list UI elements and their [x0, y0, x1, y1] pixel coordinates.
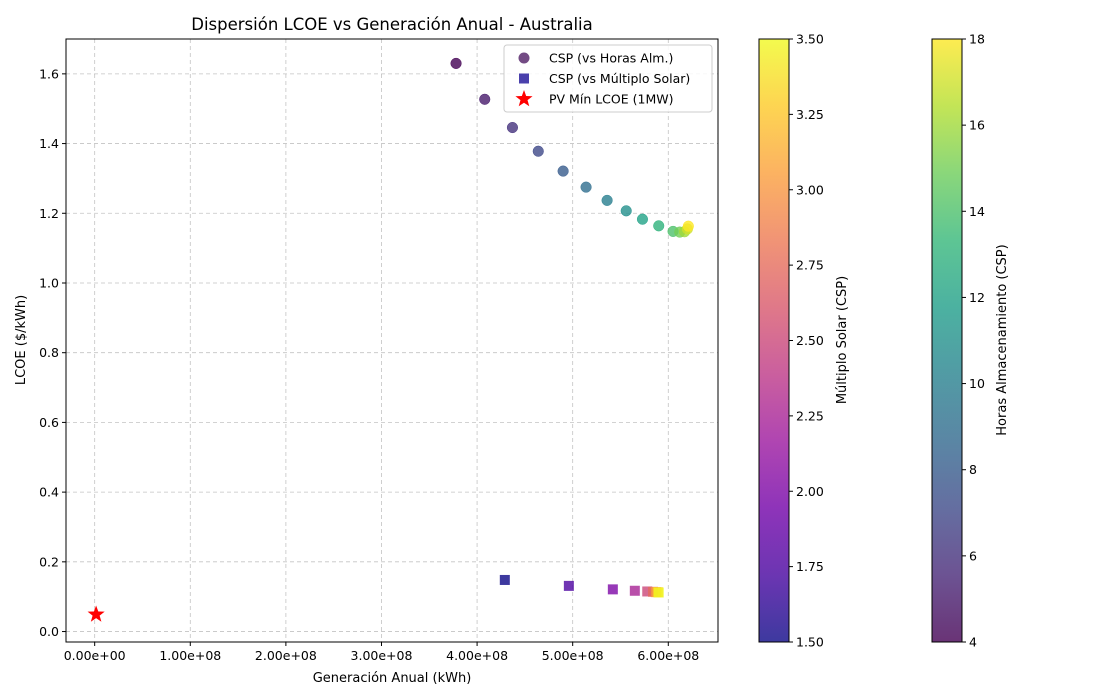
point-csp-hours-0 — [450, 57, 462, 69]
y-tick-label: 1.4 — [39, 136, 59, 151]
point-csp-hours-2 — [506, 121, 519, 134]
x-tick-label: 5.00e+08 — [542, 648, 604, 663]
colorbar-tick-label: 8 — [969, 462, 977, 477]
grid — [66, 39, 718, 642]
point-csp-hours-3 — [532, 145, 544, 157]
legend-box — [503, 44, 713, 113]
y-axis-label: LCOE ($/kWh) — [14, 295, 29, 385]
point-pv-min-lcoe-0 — [87, 605, 105, 622]
colorbar-label: Múltiplo Solar (CSP) — [835, 276, 850, 404]
legend-marker-star — [515, 90, 533, 107]
x-tick-label: 4.00e+08 — [446, 648, 508, 663]
colorbar-tick-label: 10 — [969, 376, 985, 391]
point-csp-hours-8 — [636, 213, 649, 225]
point-csp-hours-4 — [557, 165, 569, 177]
y-tick-label: 0.2 — [39, 554, 59, 569]
point-csp-hours-5 — [580, 181, 592, 193]
y-tick-label: 0.4 — [39, 485, 59, 500]
point-csp-hours-9 — [653, 220, 665, 232]
colorbar-tick-label: 2.25 — [796, 408, 824, 423]
colorbar-frame — [931, 38, 963, 643]
x-axis-label: Generación Anual (kWh) — [313, 671, 472, 686]
y-axis: 0.0 0.2 0.4 0.6 0.8 1.0 1.2 1.4 1.6 — [39, 66, 66, 639]
point-csp-multiple-3 — [629, 585, 640, 596]
colorbar-tick-label: 14 — [969, 204, 985, 219]
legend-label: CSP (vs Múltiplo Solar) — [549, 71, 690, 86]
data-marks — [87, 57, 694, 622]
y-tick-label: 0.8 — [39, 345, 59, 360]
y-tick-label: 1.2 — [39, 206, 59, 221]
legend-label: CSP (vs Horas Alm.) — [549, 51, 673, 66]
x-tick-label: 0.00e+00 — [64, 648, 126, 663]
colorbar-tick-label: 3.00 — [796, 182, 824, 197]
y-tick-label: 0.0 — [39, 624, 59, 639]
legend-marker-circle — [518, 52, 530, 64]
colorbar-tick-label: 4 — [969, 635, 977, 650]
colorbar-gradient — [932, 39, 962, 642]
y-tick-label: 1.0 — [39, 275, 59, 290]
plot-frame — [65, 38, 719, 643]
colorbar-tick-label: 2.75 — [796, 258, 824, 273]
point-csp-multiple-8 — [653, 587, 664, 598]
colorbar-storage-hours: 4 6 8 10 12 14 16 18 Horas Almacenamiento (CSP) — [931, 32, 1010, 650]
point-csp-hours-1 — [479, 93, 491, 105]
point-csp-multiple-0 — [499, 574, 510, 585]
point-csp-multiple-4 — [642, 586, 653, 597]
colorbar-tick-label: 18 — [969, 32, 985, 47]
colorbar-tick-label: 1.50 — [796, 635, 824, 650]
point-csp-multiple-1 — [563, 580, 574, 591]
colorbar-tick-label: 12 — [969, 290, 985, 305]
colorbar-tick-label: 1.75 — [796, 559, 824, 574]
legend-marker-square — [519, 73, 529, 84]
point-csp-multiple-2 — [607, 584, 618, 595]
point-csp-hours-6 — [601, 194, 613, 206]
colorbar-tick-label: 2.00 — [796, 484, 824, 499]
y-tick-label: 0.6 — [39, 415, 59, 430]
colorbar-label: Horas Almacenamiento (CSP) — [995, 244, 1010, 435]
chart-title: Dispersión LCOE vs Generación Anual - Au… — [191, 15, 592, 34]
y-tick-label: 1.6 — [39, 66, 59, 81]
colorbar-tick-label: 6 — [969, 548, 977, 563]
x-tick-label: 6.00e+08 — [637, 648, 699, 663]
point-csp-hours-14 — [682, 220, 694, 232]
x-tick-label: 2.00e+08 — [255, 648, 317, 663]
colorbar-tick-label: 2.50 — [796, 333, 824, 348]
point-csp-hours-7 — [620, 205, 632, 217]
x-tick-label: 3.00e+08 — [351, 648, 413, 663]
colorbar-tick-label: 3.25 — [796, 107, 824, 122]
colorbar-multiple-solar: 1.50 1.75 2.00 2.25 2.50 2.75 3.00 3.25 3.50 Múlt… — [758, 32, 850, 650]
colorbar-gradient — [759, 39, 789, 642]
x-tick-label: 1.00e+08 — [159, 648, 221, 663]
legend: CSP (vs Horas Alm.) CSP (vs Múltiplo Sola… — [503, 44, 713, 113]
legend-label: PV Mín LCOE (1MW) — [549, 92, 673, 107]
colorbar-tick-label: 16 — [969, 118, 985, 133]
x-axis: 0.00e+00 1.00e+08 2.00e+08 3.00e+08 4.00e+08… — [64, 642, 699, 663]
colorbar-tick-label: 3.50 — [796, 32, 824, 47]
